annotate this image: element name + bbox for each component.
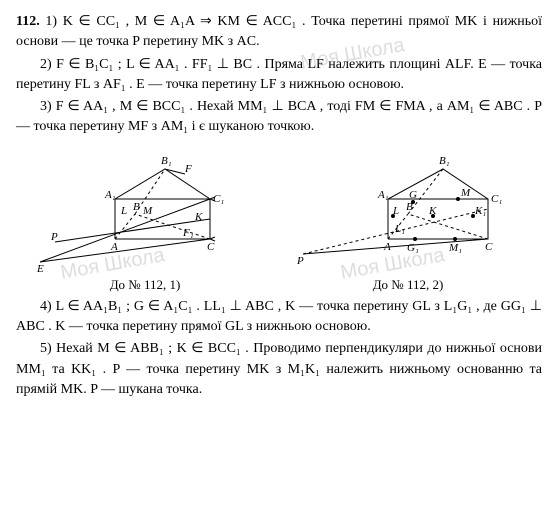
svg-text:P: P bbox=[50, 231, 58, 243]
paragraph-3: 3) F ∈ AA₁ , M ∈ BCC₁ . Нехай MM₁ ⊥ BCA … bbox=[16, 97, 542, 138]
svg-text:C: C bbox=[207, 241, 215, 253]
svg-text:A: A bbox=[383, 241, 391, 253]
svg-text:C₁: C₁ bbox=[491, 193, 502, 205]
svg-text:A: A bbox=[110, 241, 118, 253]
paragraph-1-text: 1) K ∈ CC₁ , M ∈ A₁A ⇒ KM ∈ ACC₁ . Точка… bbox=[16, 14, 542, 49]
svg-text:B₁: B₁ bbox=[161, 155, 172, 167]
paragraph-1: 112. 1) K ∈ CC₁ , M ∈ A₁A ⇒ KM ∈ ACC₁ . … bbox=[16, 12, 542, 53]
diagram-2: B₁ A₁ C₁ B A C P G M K K₁ L G₁ M₁ L₁ bbox=[293, 144, 523, 274]
svg-text:C₁: C₁ bbox=[213, 193, 224, 205]
svg-text:A₁: A₁ bbox=[104, 189, 116, 201]
svg-text:K₁: K₁ bbox=[474, 205, 486, 217]
svg-text:L₁: L₁ bbox=[394, 223, 405, 235]
svg-text:M: M bbox=[460, 187, 471, 199]
svg-text:M: M bbox=[142, 205, 153, 217]
svg-text:K: K bbox=[428, 205, 437, 217]
svg-text:M₁: M₁ bbox=[448, 242, 462, 254]
svg-text:G₁: G₁ bbox=[407, 242, 419, 254]
figure-1: B₁ F A₁ C₁ L M K F₁ B A C P E До № 112, … bbox=[35, 144, 255, 295]
svg-text:L: L bbox=[392, 205, 399, 217]
paragraph-4: 4) L ∈ AA₁B₁ ; G ∈ A₁C₁ . LL₁ ⊥ ABC , K … bbox=[16, 297, 542, 338]
svg-text:F₁: F₁ bbox=[182, 227, 194, 239]
svg-text:C: C bbox=[485, 241, 493, 253]
svg-text:B₁: B₁ bbox=[439, 155, 450, 167]
diagram-1: B₁ F A₁ C₁ L M K F₁ B A C P E bbox=[35, 144, 255, 274]
svg-text:F: F bbox=[184, 163, 192, 175]
svg-text:L: L bbox=[120, 205, 127, 217]
svg-text:B: B bbox=[406, 201, 413, 213]
svg-text:E: E bbox=[36, 263, 44, 274]
paragraph-2: 2) F ∈ B₁C₁ ; L ∈ AA₁ . FF₁ ⊥ BC . Пряма… bbox=[16, 55, 542, 96]
paragraph-5: 5) Нехай M ∈ ABB₁ ; K ∈ BCC₁ . Проводимо… bbox=[16, 339, 542, 400]
svg-text:G: G bbox=[409, 189, 417, 201]
figures-row: B₁ F A₁ C₁ L M K F₁ B A C P E До № 112, … bbox=[16, 144, 542, 295]
svg-text:B: B bbox=[133, 201, 140, 213]
figure-2: B₁ A₁ C₁ B A C P G M K K₁ L G₁ M₁ L₁ До … bbox=[293, 144, 523, 295]
figure-1-caption: До № 112, 1) bbox=[35, 276, 255, 295]
svg-text:K: K bbox=[194, 211, 203, 223]
svg-text:A₁: A₁ bbox=[377, 189, 389, 201]
problem-number: 112. bbox=[16, 14, 40, 29]
svg-text:P: P bbox=[296, 255, 304, 267]
figure-2-caption: До № 112, 2) bbox=[293, 276, 523, 295]
